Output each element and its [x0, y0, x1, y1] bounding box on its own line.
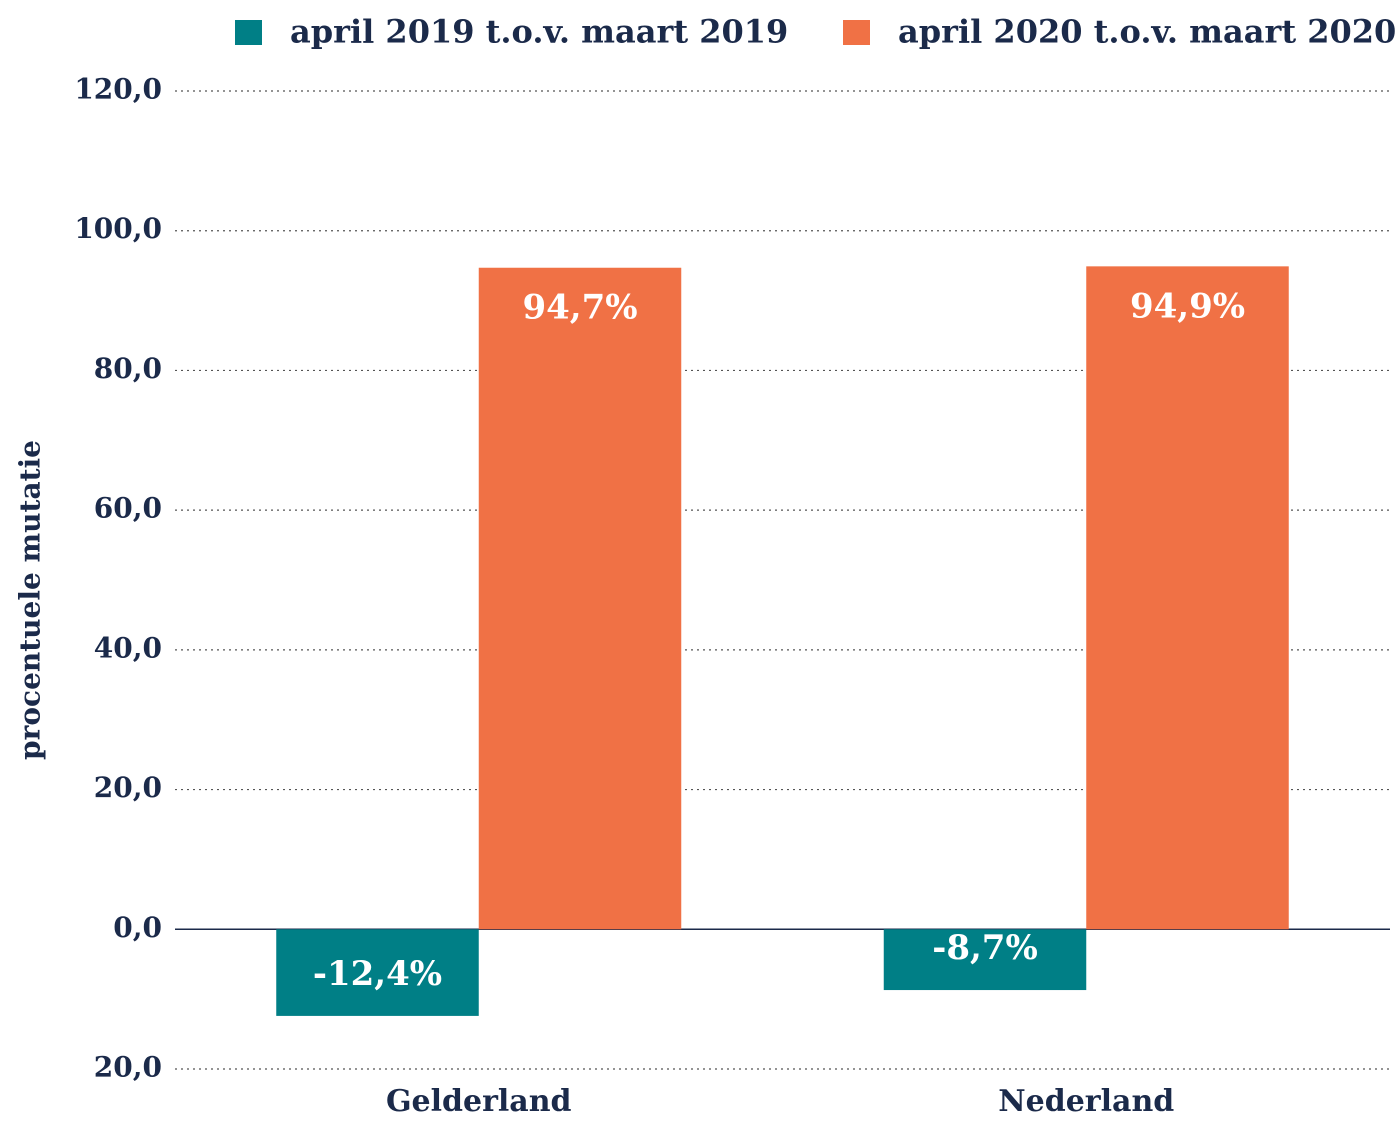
y-tick-label: 80,0 — [94, 352, 162, 385]
y-tick-label: 20,0 — [94, 1051, 162, 1084]
y-tick-label: 20,0 — [94, 771, 162, 804]
bar — [1086, 266, 1289, 930]
y-tick-label: 0,0 — [113, 911, 162, 944]
legend-label: april 2020 t.o.v. maart 2020 — [898, 13, 1396, 51]
data-label: 94,9% — [1130, 286, 1245, 326]
x-tick-label: Nederland — [998, 1084, 1174, 1119]
data-label: -8,7% — [932, 928, 1038, 968]
bar — [276, 929, 479, 1016]
legend-label: april 2019 t.o.v. maart 2019 — [290, 13, 788, 51]
bar — [883, 929, 1087, 991]
data-label: -12,4% — [313, 954, 442, 994]
bar — [478, 267, 682, 930]
y-tick-label: 100,0 — [74, 212, 162, 245]
legend-swatch — [235, 20, 262, 45]
y-tick-label: 120,0 — [74, 73, 162, 106]
y-axis-label: procentuele mutatie — [14, 440, 47, 760]
x-tick-label: Gelderland — [386, 1084, 572, 1119]
y-tick-label: 60,0 — [94, 492, 162, 525]
y-tick-label: 40,0 — [94, 631, 162, 664]
legend-swatch — [843, 20, 870, 45]
data-label: 94,7% — [522, 288, 637, 328]
